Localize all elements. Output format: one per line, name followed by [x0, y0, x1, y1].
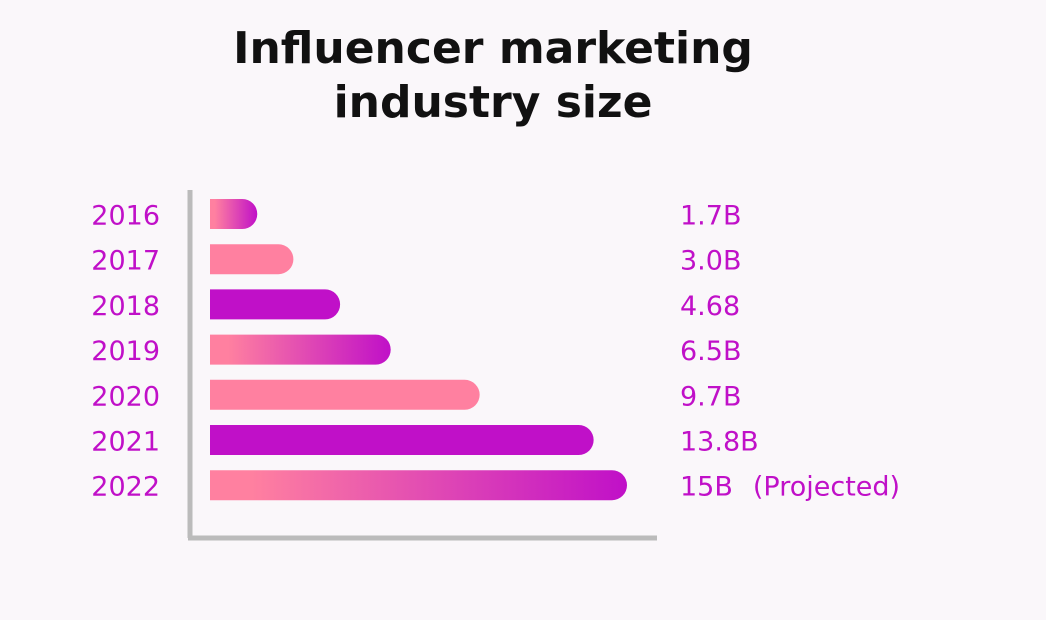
- chart-title: Influencer marketing industry size: [233, 23, 753, 128]
- y-tick-label: 2016: [91, 201, 160, 232]
- value-label: 9.7B: [680, 381, 741, 412]
- annotation: (Projected): [753, 472, 900, 503]
- y-tick-label: 2021: [91, 427, 160, 458]
- bar: [210, 425, 594, 455]
- y-tick-label: 2019: [91, 336, 160, 367]
- bar: [210, 199, 258, 229]
- value-label: 6.5B: [680, 336, 741, 367]
- y-tick-label: 2020: [91, 381, 160, 412]
- bar: [210, 470, 628, 501]
- bar: [210, 289, 341, 320]
- value-label: 3.0B: [680, 246, 741, 277]
- value-label: 15B: [680, 472, 733, 503]
- bar: [210, 379, 480, 410]
- y-tick-label: 2017: [91, 246, 160, 277]
- value-label: 4.68: [680, 291, 740, 322]
- value-label: 1.7B: [680, 201, 741, 232]
- y-tick-label: 2022: [91, 472, 160, 503]
- value-label: 13.8B: [680, 427, 759, 458]
- bar: [210, 244, 294, 275]
- bar: [210, 334, 391, 365]
- y-tick-label: 2018: [91, 291, 160, 322]
